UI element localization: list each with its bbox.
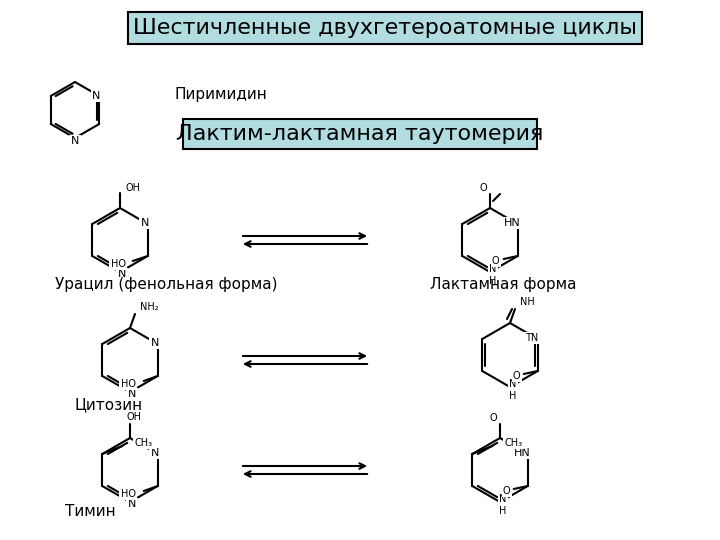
Text: NH: NH xyxy=(520,297,535,307)
Text: O: O xyxy=(503,486,510,496)
Text: СН₃: СН₃ xyxy=(135,438,153,448)
Text: Лактамная форма: Лактамная форма xyxy=(430,278,577,293)
Text: O: O xyxy=(489,413,497,423)
Text: TN: TN xyxy=(525,333,539,343)
Text: N
H: N H xyxy=(499,494,507,516)
Text: Шестичленные двухгетероатомные циклы: Шестичленные двухгетероатомные циклы xyxy=(133,18,637,38)
FancyBboxPatch shape xyxy=(183,119,537,149)
Text: OH: OH xyxy=(127,412,142,422)
Text: O: O xyxy=(480,183,487,193)
Text: NH₂: NH₂ xyxy=(140,302,158,312)
Text: HO: HO xyxy=(121,489,135,499)
Text: HN: HN xyxy=(504,218,521,228)
Text: N: N xyxy=(150,338,159,348)
Text: N
H: N H xyxy=(509,379,517,401)
Text: Лактим-лактамная таутомерия: Лактим-лактамная таутомерия xyxy=(176,124,544,144)
Text: N: N xyxy=(150,448,159,458)
Text: N: N xyxy=(92,91,100,101)
Text: N: N xyxy=(71,136,79,146)
Text: HO: HO xyxy=(111,259,126,269)
Text: OH: OH xyxy=(126,183,141,193)
Text: O: O xyxy=(492,256,500,266)
Text: Урацил (фенольная форма): Урацил (фенольная форма) xyxy=(55,278,277,293)
Text: N: N xyxy=(128,499,136,509)
Text: HO: HO xyxy=(121,379,135,389)
Text: N: N xyxy=(140,218,149,228)
Text: HN: HN xyxy=(514,448,531,458)
Text: Тимин: Тимин xyxy=(65,504,116,519)
Text: СН₃: СН₃ xyxy=(504,438,523,448)
Text: Цитозин: Цитозин xyxy=(75,397,143,413)
Text: N: N xyxy=(128,389,136,399)
Text: N
H: N H xyxy=(490,264,497,286)
Text: O: O xyxy=(513,371,521,381)
Text: Пиримидин: Пиримидин xyxy=(175,87,268,103)
Text: N: N xyxy=(118,269,126,279)
FancyBboxPatch shape xyxy=(128,12,642,44)
